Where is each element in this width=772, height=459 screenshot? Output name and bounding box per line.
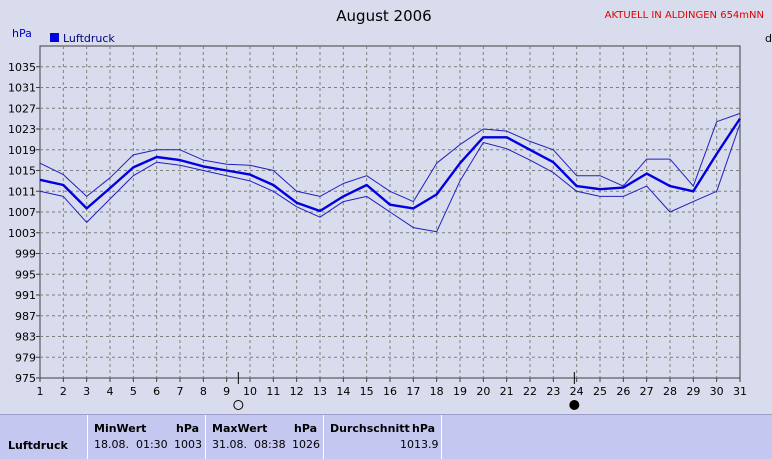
x-tick-label: 6 <box>153 385 160 398</box>
series-lines <box>39 112 742 233</box>
legend-label: Luftdruck <box>63 32 115 45</box>
full-moon-icon <box>233 400 244 410</box>
y-tick-label: 975 <box>15 372 36 385</box>
series-line-mean <box>39 117 742 213</box>
stats-row-label: Luftdruck <box>8 439 68 452</box>
x-tick-label: 11 <box>266 385 280 398</box>
statistics-panel: Luftdruck MinWert hPa 18.08. 01:30 1003 … <box>0 414 772 459</box>
series-line-min <box>39 123 741 233</box>
chart: August 2006 hPa AKTUELL IN ALDINGEN 654m… <box>8 7 772 410</box>
avg-unit: hPa <box>412 422 436 435</box>
y-tick-label: 979 <box>15 351 36 364</box>
x-tick-label: 8 <box>200 385 207 398</box>
y-tick-label: 1003 <box>8 227 36 240</box>
x-tick-label: 26 <box>616 385 630 398</box>
x-tick-label: 2 <box>60 385 67 398</box>
moon-phase-markers <box>233 372 580 410</box>
new-moon-icon <box>569 400 580 410</box>
y-tick-label: 1015 <box>8 165 36 178</box>
x-tick-label: 30 <box>710 385 724 398</box>
y-tick-label: 1035 <box>8 61 36 74</box>
x-tick-label: 27 <box>640 385 654 398</box>
x-tick-label: 5 <box>130 385 137 398</box>
avg-header: Durchschnitt <box>330 422 410 435</box>
max-unit: hPa <box>294 422 318 435</box>
max-datetime: 31.08. 08:38 <box>212 438 286 451</box>
y-tick-label: 991 <box>15 289 36 302</box>
x-tick-label: 9 <box>223 385 230 398</box>
stats-avg-cell: Durchschnitt hPa 1013.9 <box>324 415 442 459</box>
x-tick-label: 24 <box>570 385 584 398</box>
min-header: MinWert <box>94 422 147 435</box>
x-tick-label: 7 <box>177 385 184 398</box>
x-tick-label: 21 <box>500 385 514 398</box>
x-tick-label: 12 <box>290 385 304 398</box>
x-tick-labels: 1 2 3 4 5 6 7 8 9 10 11 12 13 14 15 16 17 18 19 20 21 22 23 24 2… <box>37 385 748 398</box>
x-tick-label: 31 <box>733 385 747 398</box>
y-tick-label: 1011 <box>8 185 36 198</box>
stats-empty-cell <box>442 415 772 459</box>
x-tick-label: 18 <box>430 385 444 398</box>
x-tick-label: 25 <box>593 385 607 398</box>
min-unit: hPa <box>176 422 200 435</box>
x-tick-label: 16 <box>383 385 397 398</box>
stats-min-cell: MinWert hPa 18.08. 01:30 1003 <box>88 415 206 459</box>
series-line-max <box>39 112 741 203</box>
x-tick-label: 4 <box>107 385 114 398</box>
x-tick-label: 19 <box>453 385 467 398</box>
stats-label-cell: Luftdruck <box>0 415 88 459</box>
y-tick-labels: 975 979 983 987 991 995 999 1003 1007 1011 1015 101… <box>8 61 36 385</box>
x-tick-label: 14 <box>336 385 350 398</box>
x-tick-label: 10 <box>243 385 257 398</box>
x-tick-label: 29 <box>686 385 700 398</box>
avg-value: 1013.9 <box>400 438 439 451</box>
x-tick-label: 20 <box>476 385 490 398</box>
x-tick-label: 28 <box>663 385 677 398</box>
y-tick-label: 995 <box>15 268 36 281</box>
stats-max-cell: MaxWert hPa 31.08. 08:38 1026 <box>206 415 324 459</box>
min-value: 1003 <box>174 438 202 451</box>
y-tick-label: 983 <box>15 331 36 344</box>
chart-title: August 2006 <box>336 7 431 25</box>
y-tick-label: 1023 <box>8 123 36 136</box>
y-tick-label: 987 <box>15 310 36 323</box>
legend-swatch <box>50 33 59 42</box>
min-datetime: 18.08. 01:30 <box>94 438 168 451</box>
x-tick-label: 13 <box>313 385 327 398</box>
x-tick-label: 23 <box>546 385 560 398</box>
max-header: MaxWert <box>212 422 268 435</box>
y-tick-label: 1019 <box>8 144 36 157</box>
x-tick-label: 1 <box>37 385 44 398</box>
x-tick-label: 15 <box>360 385 374 398</box>
y-tick-label: 999 <box>15 248 36 261</box>
right-edge-marker: d <box>765 32 772 45</box>
y-axis-unit: hPa <box>12 27 32 40</box>
y-tick-label: 1031 <box>8 82 36 95</box>
station-label: AKTUELL IN ALDINGEN 654mNN <box>605 10 764 21</box>
x-tick-label: 22 <box>523 385 537 398</box>
y-tick-label: 1007 <box>8 206 36 219</box>
y-tick-label: 1027 <box>8 102 36 115</box>
x-tick-label: 3 <box>83 385 90 398</box>
x-tick-label: 17 <box>406 385 420 398</box>
max-value: 1026 <box>292 438 320 451</box>
